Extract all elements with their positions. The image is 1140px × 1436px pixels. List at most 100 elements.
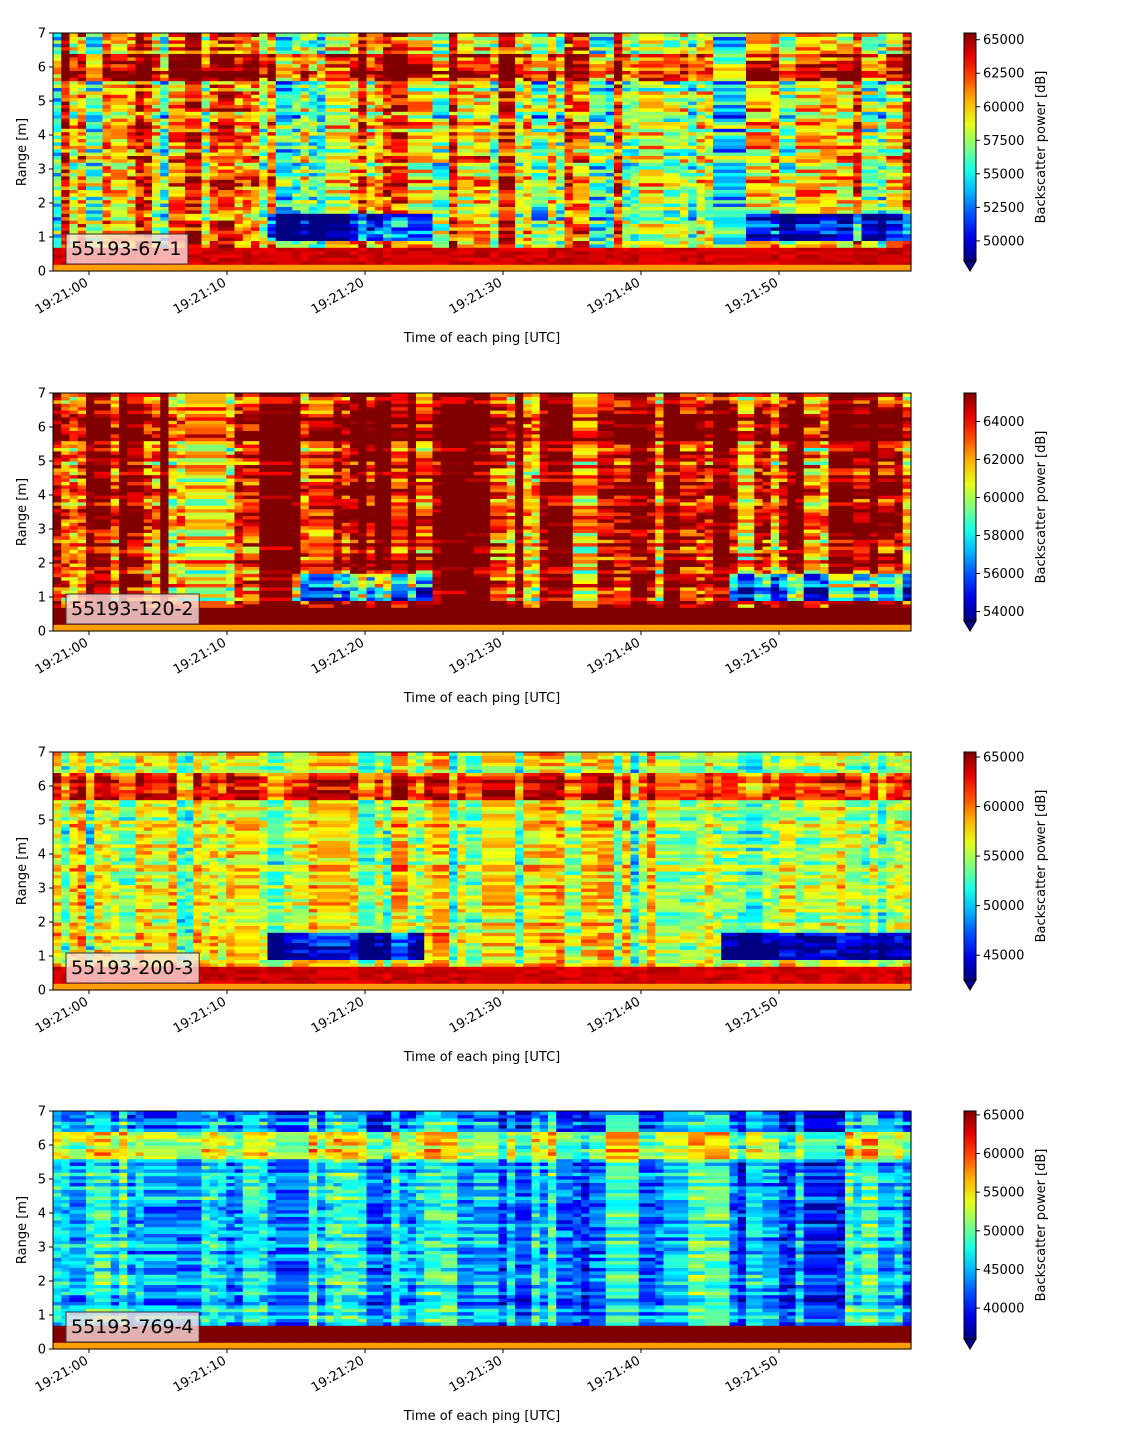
heatmap-cell (275, 94, 285, 99)
heatmap-cell (152, 165, 161, 170)
heatmap-cell (259, 237, 269, 241)
heatmap-cell (605, 182, 615, 187)
heatmap-cell (53, 46, 62, 51)
heatmap-cell (457, 155, 467, 160)
heatmap-cell (275, 67, 285, 71)
heatmap-cell (399, 240, 409, 245)
heatmap-cell (267, 104, 277, 109)
heatmap-cell (350, 240, 359, 245)
heatmap-cell (317, 56, 326, 61)
heatmap-cell (69, 77, 79, 82)
heatmap-cell (69, 267, 79, 272)
heatmap-cell (350, 152, 359, 156)
heatmap-cell (506, 70, 516, 75)
heatmap-cell (482, 240, 491, 245)
heatmap-cell (61, 226, 71, 231)
heatmap-cell (86, 135, 95, 139)
heatmap-cell (432, 260, 442, 265)
heatmap-cell (193, 213, 203, 218)
heatmap-cell (333, 247, 343, 252)
heatmap-cell (267, 87, 277, 92)
heatmap-cell (383, 94, 392, 99)
heatmap-cell (185, 254, 194, 258)
heatmap-cell (490, 70, 500, 75)
heatmap-cell (135, 141, 145, 146)
heatmap-cell (383, 60, 392, 65)
heatmap-cell (416, 33, 425, 37)
heatmap-cell (94, 155, 104, 160)
heatmap-cell (267, 36, 277, 41)
heatmap-cell (102, 206, 112, 211)
heatmap-cell (176, 216, 186, 221)
heatmap-cell (77, 213, 87, 218)
heatmap-cell (86, 53, 95, 58)
heatmap-cell (424, 209, 434, 214)
heatmap-cell (209, 121, 219, 126)
heatmap-cell (135, 152, 145, 156)
heatmap-cell (630, 216, 640, 221)
heatmap-cell (209, 206, 219, 211)
heatmap-cell (465, 138, 475, 143)
heatmap-cell (374, 182, 384, 187)
heatmap-cell (490, 243, 500, 248)
heatmap-cell (300, 203, 310, 207)
heatmap-cell (482, 243, 491, 248)
heatmap-cell (482, 141, 491, 146)
heatmap-cell (333, 182, 343, 187)
heatmap-cell (160, 94, 170, 99)
heatmap-cell (523, 141, 533, 146)
heatmap-cell (366, 182, 376, 187)
heatmap-cell (226, 138, 236, 143)
heatmap-cell (614, 141, 623, 146)
heatmap-cell (61, 148, 71, 153)
heatmap-cell (622, 199, 632, 204)
heatmap-cell (333, 84, 343, 88)
heatmap-cell (284, 111, 293, 116)
heatmap-cell (597, 148, 607, 153)
heatmap-cell (490, 107, 500, 112)
heatmap-cell (127, 189, 137, 194)
heatmap-cell (490, 111, 500, 116)
heatmap-cell (622, 264, 632, 269)
heatmap-cell (242, 90, 252, 95)
heatmap-cell (597, 131, 607, 136)
heatmap-cell (515, 254, 524, 258)
heatmap-cell (341, 172, 351, 177)
heatmap-cell (242, 39, 252, 44)
heatmap-cell (383, 203, 392, 207)
heatmap-cell (185, 77, 194, 82)
heatmap-cell (127, 94, 137, 99)
heatmap-cell (358, 223, 368, 228)
heatmap-cell (267, 73, 277, 78)
heatmap-cell (482, 135, 491, 139)
heatmap-cell (490, 260, 500, 265)
heatmap-cell (218, 182, 227, 187)
heatmap-cell (69, 87, 79, 92)
heatmap-cell (218, 87, 227, 92)
heatmap-cell (226, 169, 236, 173)
heatmap-cell (482, 237, 491, 241)
heatmap-cell (432, 192, 442, 197)
heatmap-cell (168, 179, 178, 184)
heatmap-cell (391, 80, 401, 85)
heatmap-cell (416, 182, 425, 187)
heatmap-cell (449, 206, 458, 211)
heatmap-cell (94, 56, 104, 61)
heatmap-cell (498, 175, 508, 180)
heatmap-cell (77, 60, 87, 65)
heatmap-cell (358, 264, 368, 269)
heatmap-cell (234, 240, 244, 245)
heatmap-cell (350, 199, 359, 204)
heatmap-cell (168, 84, 178, 88)
heatmap-cell (218, 70, 227, 75)
heatmap-cell (407, 148, 417, 153)
heatmap-cell (275, 73, 285, 78)
heatmap-cell (383, 148, 392, 153)
heatmap-cell (374, 128, 384, 133)
heatmap-cell (383, 260, 392, 265)
heatmap-cell (127, 152, 137, 156)
heatmap-cell (201, 152, 211, 156)
heatmap-cell (457, 111, 467, 116)
heatmap-cell (432, 70, 442, 75)
heatmap-cell (77, 124, 87, 129)
